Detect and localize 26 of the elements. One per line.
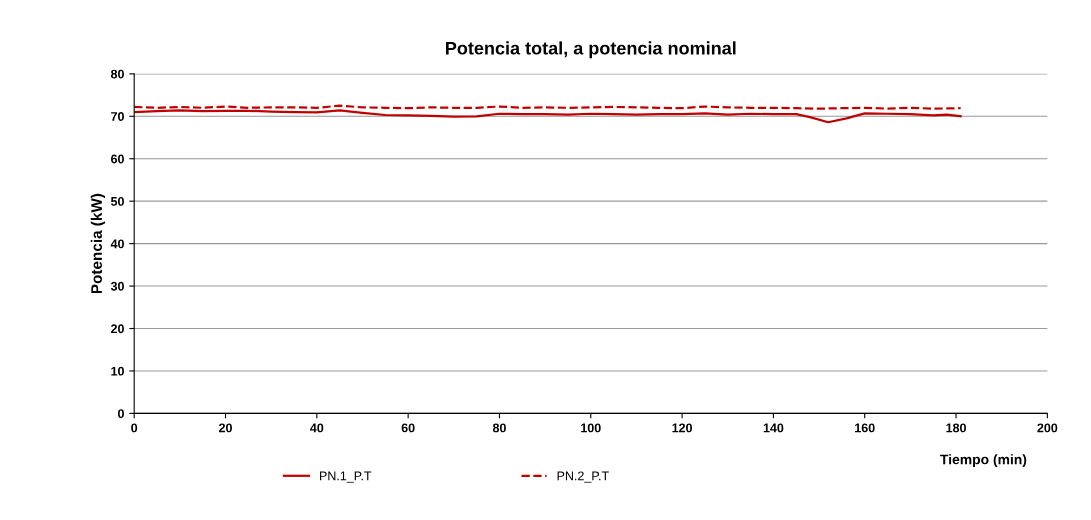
x-tick-label: 0 bbox=[131, 423, 138, 433]
x-tick-label: 100 bbox=[581, 423, 601, 433]
x-tick-label: 160 bbox=[855, 423, 875, 433]
line-series bbox=[134, 109, 962, 124]
y-tick-label: 30 bbox=[110, 281, 124, 291]
chart-title: Potencia total, a potencia nominal bbox=[446, 41, 736, 59]
x-tick-label: 20 bbox=[218, 423, 232, 433]
x-tick-label: 80 bbox=[492, 423, 506, 433]
y-tick-label: 20 bbox=[111, 324, 124, 334]
x-tick-label: 60 bbox=[401, 423, 415, 433]
y-tick-label: 50 bbox=[110, 196, 124, 206]
x-tick-label: 200 bbox=[1037, 423, 1058, 433]
y-tick-label: 10 bbox=[111, 366, 124, 376]
x-tick-label: 140 bbox=[763, 423, 784, 433]
y-tick-label: 80 bbox=[110, 69, 124, 79]
legend-label: PN.1_P.T bbox=[320, 471, 372, 483]
x-tick-label: 40 bbox=[310, 423, 324, 433]
y-tick-label: 60 bbox=[111, 154, 124, 164]
y-axis-title: Potencia (kW) bbox=[90, 193, 106, 294]
y-tick-label: 40 bbox=[110, 239, 124, 249]
x-tick-label: 120 bbox=[672, 423, 693, 433]
y-tick-label: 70 bbox=[111, 112, 124, 121]
legend-label: PN.2_P.T bbox=[557, 471, 609, 483]
y-tick-label: 0 bbox=[118, 409, 124, 419]
x-axis-title: Tiempo (min) bbox=[940, 454, 1027, 468]
x-tick-label: 180 bbox=[946, 423, 966, 433]
